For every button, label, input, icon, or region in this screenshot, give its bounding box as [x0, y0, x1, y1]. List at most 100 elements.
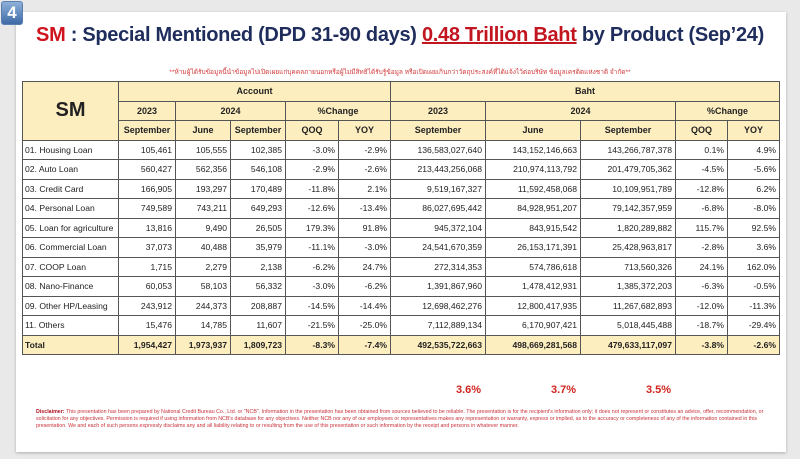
table-row: 04. Personal Loan 749,589 743,211 649,293 -1… — [22, 198, 780, 219]
cell-value: 243,912 — [118, 295, 176, 316]
month-header: YOY — [727, 120, 780, 141]
cell-value: 170,489 — [230, 178, 286, 199]
table-row: 07. COOP Loan 1,715 2,279 2,138 -6.2% 24.7% 27… — [22, 256, 780, 277]
cell-value: 26,153,171,391 — [485, 237, 581, 258]
page-title: SM : Special Mentioned (DPD 31-90 days) … — [0, 24, 800, 47]
table-row: 02. Auto Loan 560,427 562,356 546,108 -2.9% -… — [22, 159, 780, 180]
row-label: 01. Housing Loan — [22, 139, 119, 160]
cell-value: -3.0% — [285, 276, 339, 297]
cell-value: -18.7% — [675, 315, 728, 336]
cell-value: -0.5% — [727, 276, 780, 297]
cell-value: -2.9% — [338, 139, 391, 160]
cell-value: 210,974,113,792 — [485, 159, 581, 180]
cell-value: -11.1% — [285, 237, 339, 258]
cell-value: -12.0% — [675, 295, 728, 316]
cell-value: -5.6% — [727, 159, 780, 180]
cell-value: 2,138 — [230, 256, 286, 277]
cell-value: 749,589 — [118, 198, 176, 219]
cell-value: -11.8% — [285, 178, 339, 199]
row-label: 04. Personal Loan — [22, 198, 119, 219]
cell-value: 244,373 — [175, 295, 231, 316]
cell-value: -11.3% — [727, 295, 780, 316]
cell-value: 201,479,705,362 — [580, 159, 676, 180]
cell-value: -29.4% — [727, 315, 780, 336]
table-row: 06. Commercial Loan 37,073 40,488 35,979 -11… — [22, 237, 780, 258]
cell-value: 498,669,281,568 — [485, 334, 581, 355]
month-header: QOQ — [285, 120, 339, 141]
total-row: Total 1,954,427 1,973,937 1,809,723 -8.3% -7.… — [22, 334, 780, 355]
cell-value: 25,428,963,817 — [580, 237, 676, 258]
group-header-account: Account — [118, 81, 391, 102]
title-sm: SM — [36, 24, 66, 46]
cell-value: 9,490 — [175, 217, 231, 238]
cell-value: -2.8% — [675, 237, 728, 258]
cell-value: 12,698,462,276 — [390, 295, 486, 316]
cell-value: 574,786,618 — [485, 256, 581, 277]
share-2024-sep: 3.5% — [646, 384, 672, 396]
cell-value: 560,427 — [118, 159, 176, 180]
cell-value: -3.0% — [338, 237, 391, 258]
cell-value: 1,478,412,931 — [485, 276, 581, 297]
cell-value: 492,535,722,663 — [390, 334, 486, 355]
cell-value: 6.2% — [727, 178, 780, 199]
year-header: 2024 — [485, 100, 676, 121]
row-label: Total — [22, 334, 119, 355]
cell-value: 7,112,889,134 — [390, 315, 486, 336]
cell-value: 3.6% — [727, 237, 780, 258]
cell-value: 1,973,937 — [175, 334, 231, 355]
month-header: QOQ — [675, 120, 728, 141]
table-row: 03. Credit Card 166,905 193,297 170,489 -11.… — [22, 178, 780, 199]
cell-value: 26,505 — [230, 217, 286, 238]
cell-value: 24,541,670,359 — [390, 237, 486, 258]
month-header: September — [118, 120, 176, 141]
cell-value: 1,809,723 — [230, 334, 286, 355]
cell-value: -21.5% — [285, 315, 339, 336]
month-header: September — [230, 120, 286, 141]
cell-value: 11,267,682,893 — [580, 295, 676, 316]
cell-value: 743,211 — [175, 198, 231, 219]
row-label: 08. Nano-Finance — [22, 276, 119, 297]
cell-value: 143,266,787,378 — [580, 139, 676, 160]
month-header: YOY — [338, 120, 391, 141]
cell-value: 79,142,357,959 — [580, 198, 676, 219]
cell-value: -3.8% — [675, 334, 728, 355]
title-tail: by Product (Sep’24) — [576, 24, 764, 46]
cell-value: 843,915,542 — [485, 217, 581, 238]
disclaimer: Disclaimer: This presentation has been p… — [36, 409, 776, 430]
cell-value: -6.3% — [675, 276, 728, 297]
table-row: 09. Other HP/Leasing 243,912 244,373 208,88… — [22, 295, 780, 316]
cell-value: 15,476 — [118, 315, 176, 336]
cell-value: 10,109,951,789 — [580, 178, 676, 199]
cell-value: -12.8% — [675, 178, 728, 199]
cell-value: 11,607 — [230, 315, 286, 336]
cell-value: 162.0% — [727, 256, 780, 277]
row-label: 11. Others — [22, 315, 119, 336]
cell-value: 12,800,417,935 — [485, 295, 581, 316]
table-row: 08. Nano-Finance 60,053 58,103 56,332 -3.0% -… — [22, 276, 780, 297]
title-text: : Special Mentioned (DPD 31-90 days) — [65, 24, 422, 46]
cell-value: 14,785 — [175, 315, 231, 336]
year-header: 2023 — [118, 100, 176, 121]
month-header: September — [390, 120, 486, 141]
cell-value: -14.4% — [338, 295, 391, 316]
cell-value: 1,391,867,960 — [390, 276, 486, 297]
cell-value: 2.1% — [338, 178, 391, 199]
cell-value: 6,170,907,421 — [485, 315, 581, 336]
cell-value: 9,519,167,327 — [390, 178, 486, 199]
cell-value: 35,979 — [230, 237, 286, 258]
cell-value: 56,332 — [230, 276, 286, 297]
title-highlight: 0.48 Trillion Baht — [421, 24, 577, 46]
row-label: 07. COOP Loan — [22, 256, 119, 277]
disclaimer-label: Disclaimer: — [36, 409, 65, 415]
cell-value: 84,928,951,207 — [485, 198, 581, 219]
cell-value: 4.9% — [727, 139, 780, 160]
cell-value: 115.7% — [675, 217, 728, 238]
cell-value: -8.0% — [727, 198, 780, 219]
cell-value: 136,583,027,640 — [390, 139, 486, 160]
table-row: 05. Loan for agriculture 13,816 9,490 26,50… — [22, 217, 780, 238]
cell-value: 105,461 — [118, 139, 176, 160]
cell-value: 0.1% — [675, 139, 728, 160]
sm-table: SM Account Baht 2023 2024 %Change 2023 2… — [22, 81, 780, 355]
cell-value: 213,443,256,068 — [390, 159, 486, 180]
month-header: June — [175, 120, 231, 141]
